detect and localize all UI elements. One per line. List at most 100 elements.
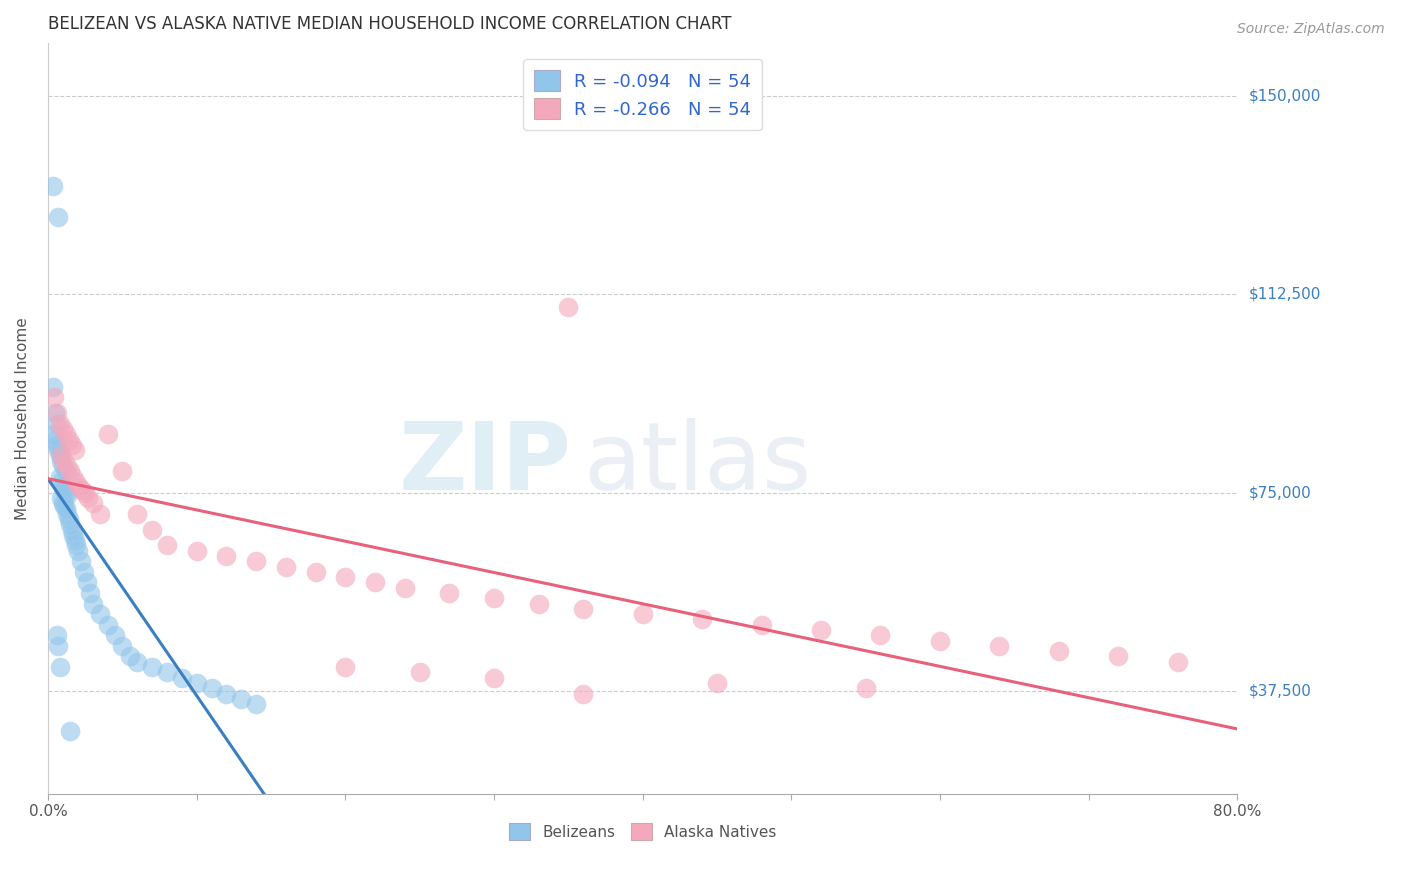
Point: [170, 671, 193, 685]
Point: [335, 660, 357, 674]
Point: [51, 454, 73, 468]
Point: [482, 671, 505, 685]
Point: [572, 686, 595, 700]
Point: [44, 406, 66, 420]
Point: [127, 655, 149, 669]
Point: [631, 607, 654, 622]
Point: [65, 538, 87, 552]
Point: [73, 565, 96, 579]
Point: [186, 543, 208, 558]
Point: [55, 427, 77, 442]
Text: $37,500: $37,500: [1249, 683, 1312, 698]
Point: [394, 581, 416, 595]
Point: [42, 390, 65, 404]
Point: [48, 639, 70, 653]
Point: [186, 676, 208, 690]
Point: [49, 449, 72, 463]
Point: [49, 660, 72, 674]
Point: [75, 485, 97, 500]
Point: [89, 507, 111, 521]
Point: [111, 639, 134, 653]
Point: [304, 565, 326, 579]
Point: [141, 660, 163, 674]
Point: [48, 443, 70, 458]
Point: [65, 475, 87, 489]
Point: [41, 380, 63, 394]
Point: [572, 602, 595, 616]
Point: [62, 528, 84, 542]
Point: [42, 427, 65, 442]
Point: [51, 449, 73, 463]
Point: [929, 633, 952, 648]
Point: [77, 491, 100, 505]
Point: [49, 469, 72, 483]
Legend: Belizeans, Alaska Natives: Belizeans, Alaska Natives: [502, 816, 783, 847]
Point: [55, 501, 77, 516]
Point: [706, 676, 728, 690]
Point: [60, 438, 83, 452]
Point: [439, 586, 461, 600]
Point: [58, 512, 80, 526]
Point: [46, 417, 69, 431]
Point: [59, 517, 82, 532]
Point: [215, 686, 238, 700]
Text: $150,000: $150,000: [1249, 88, 1320, 103]
Point: [482, 591, 505, 606]
Point: [82, 597, 104, 611]
Point: [48, 211, 70, 225]
Point: [52, 496, 75, 510]
Point: [67, 480, 90, 494]
Point: [751, 617, 773, 632]
Text: atlas: atlas: [583, 417, 811, 509]
Point: [56, 458, 79, 473]
Point: [104, 628, 127, 642]
Point: [111, 464, 134, 478]
Point: [58, 433, 80, 447]
Point: [855, 681, 877, 696]
Point: [59, 723, 82, 738]
Point: [408, 665, 430, 680]
Point: [70, 483, 93, 497]
Point: [63, 443, 86, 458]
Point: [49, 417, 72, 431]
Text: $75,000: $75,000: [1249, 485, 1310, 500]
Point: [1047, 644, 1070, 658]
Point: [53, 454, 76, 468]
Point: [63, 533, 86, 548]
Point: [66, 543, 89, 558]
Point: [335, 570, 357, 584]
Point: [231, 691, 253, 706]
Point: [69, 554, 91, 568]
Point: [988, 639, 1011, 653]
Point: [52, 422, 75, 436]
Point: [156, 538, 179, 552]
Point: [55, 464, 77, 478]
Point: [59, 464, 82, 478]
Point: [156, 665, 179, 680]
Point: [41, 178, 63, 193]
Point: [557, 301, 579, 315]
Point: [56, 488, 79, 502]
Point: [53, 483, 76, 497]
Point: [89, 607, 111, 622]
Point: [869, 628, 891, 642]
Point: [1107, 649, 1129, 664]
Point: [245, 697, 267, 711]
Point: [215, 549, 238, 563]
Point: [79, 586, 101, 600]
Point: [690, 612, 713, 626]
Point: [52, 458, 75, 473]
Point: [810, 623, 832, 637]
Y-axis label: Median Household Income: Median Household Income: [15, 317, 30, 520]
Point: [82, 496, 104, 510]
Point: [62, 469, 84, 483]
Text: ZIP: ZIP: [398, 417, 571, 509]
Point: [53, 499, 76, 513]
Point: [46, 438, 69, 452]
Point: [364, 575, 387, 590]
Point: [200, 681, 222, 696]
Text: Source: ZipAtlas.com: Source: ZipAtlas.com: [1237, 22, 1385, 37]
Point: [46, 628, 69, 642]
Point: [46, 406, 69, 420]
Point: [141, 523, 163, 537]
